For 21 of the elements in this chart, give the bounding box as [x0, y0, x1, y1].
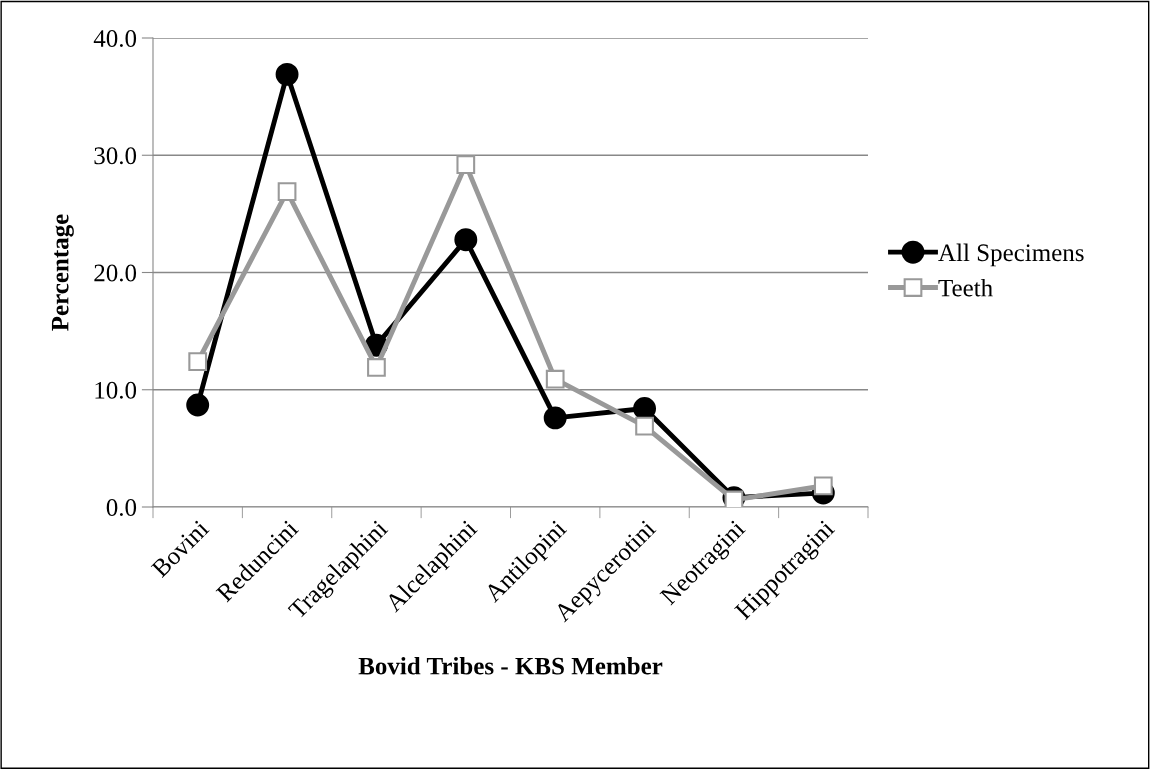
point [545, 369, 565, 389]
point [635, 416, 654, 436]
y-tick-label: 30.0 [94, 147, 137, 165]
point [277, 182, 297, 201]
y-tick-label: 20.0 [94, 264, 137, 282]
point [633, 397, 657, 420]
point [454, 228, 478, 252]
point [543, 406, 567, 430]
y-tick-label: 10.0 [95, 381, 137, 399]
y-axis-title: Percentage [51, 214, 74, 331]
point [456, 155, 476, 174]
y-tick-label: 0.0 [106, 499, 137, 517]
legend-label: Teeth [938, 278, 993, 297]
point [367, 358, 386, 377]
point [275, 62, 299, 86]
x-axis-title: Bovid Tribes - KBS Member [358, 656, 663, 675]
point [813, 476, 833, 496]
point [188, 352, 208, 371]
legend-label: All Specimens [938, 243, 1084, 267]
point [186, 393, 210, 417]
y-tick-label: 40.0 [93, 30, 137, 48]
